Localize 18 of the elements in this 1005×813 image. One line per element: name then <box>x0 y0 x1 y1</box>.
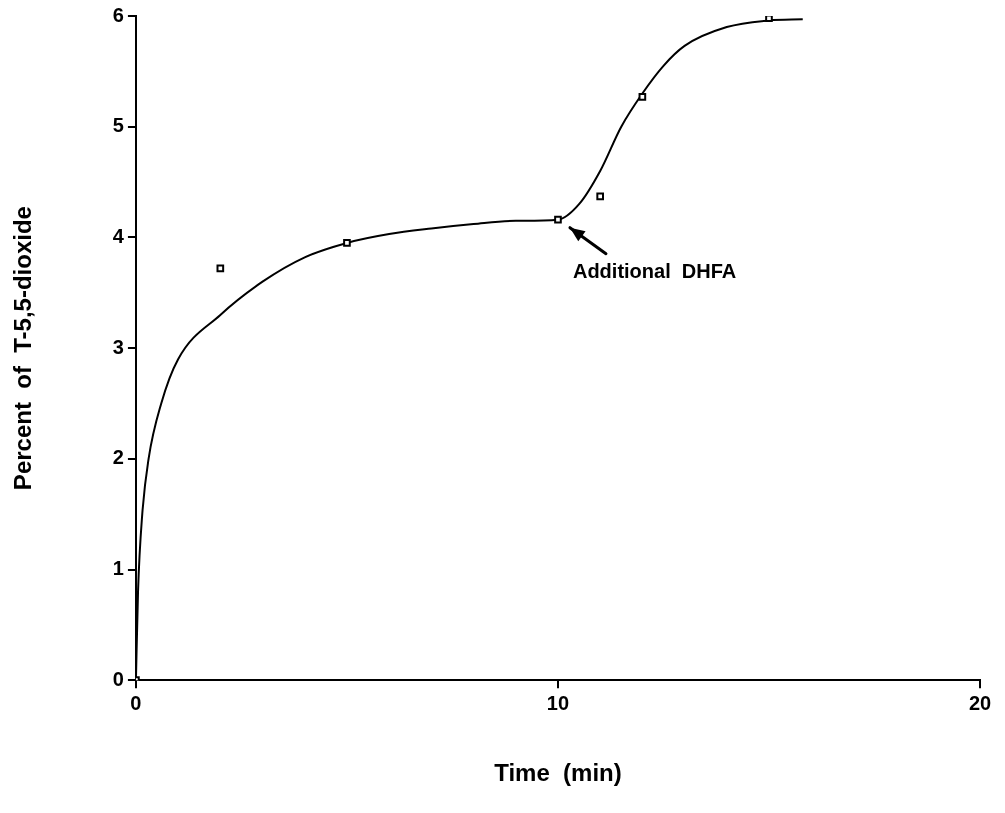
y-tick-label: 1 <box>112 557 124 580</box>
point <box>596 192 604 201</box>
x-tick-label: 10 <box>546 691 570 714</box>
y-axis-title: Percent of T-5,5-dioxide <box>9 206 37 491</box>
x-tick-label: 20 <box>968 691 992 714</box>
x-tick-label: 0 <box>130 691 142 714</box>
annotation: Additional DHFA <box>572 259 737 282</box>
point <box>343 239 351 247</box>
y-tick-label: 4 <box>112 224 125 247</box>
y-tick-label: 0 <box>112 667 124 690</box>
x-axis-title: Time (min) <box>494 759 622 787</box>
y-tick-label: 5 <box>112 114 124 137</box>
y-tick-label: 3 <box>112 335 124 358</box>
point <box>554 215 562 224</box>
point <box>638 92 647 101</box>
y-tick-label: 2 <box>112 446 124 469</box>
point <box>765 16 773 23</box>
y-tick-label: 6 <box>112 3 124 26</box>
